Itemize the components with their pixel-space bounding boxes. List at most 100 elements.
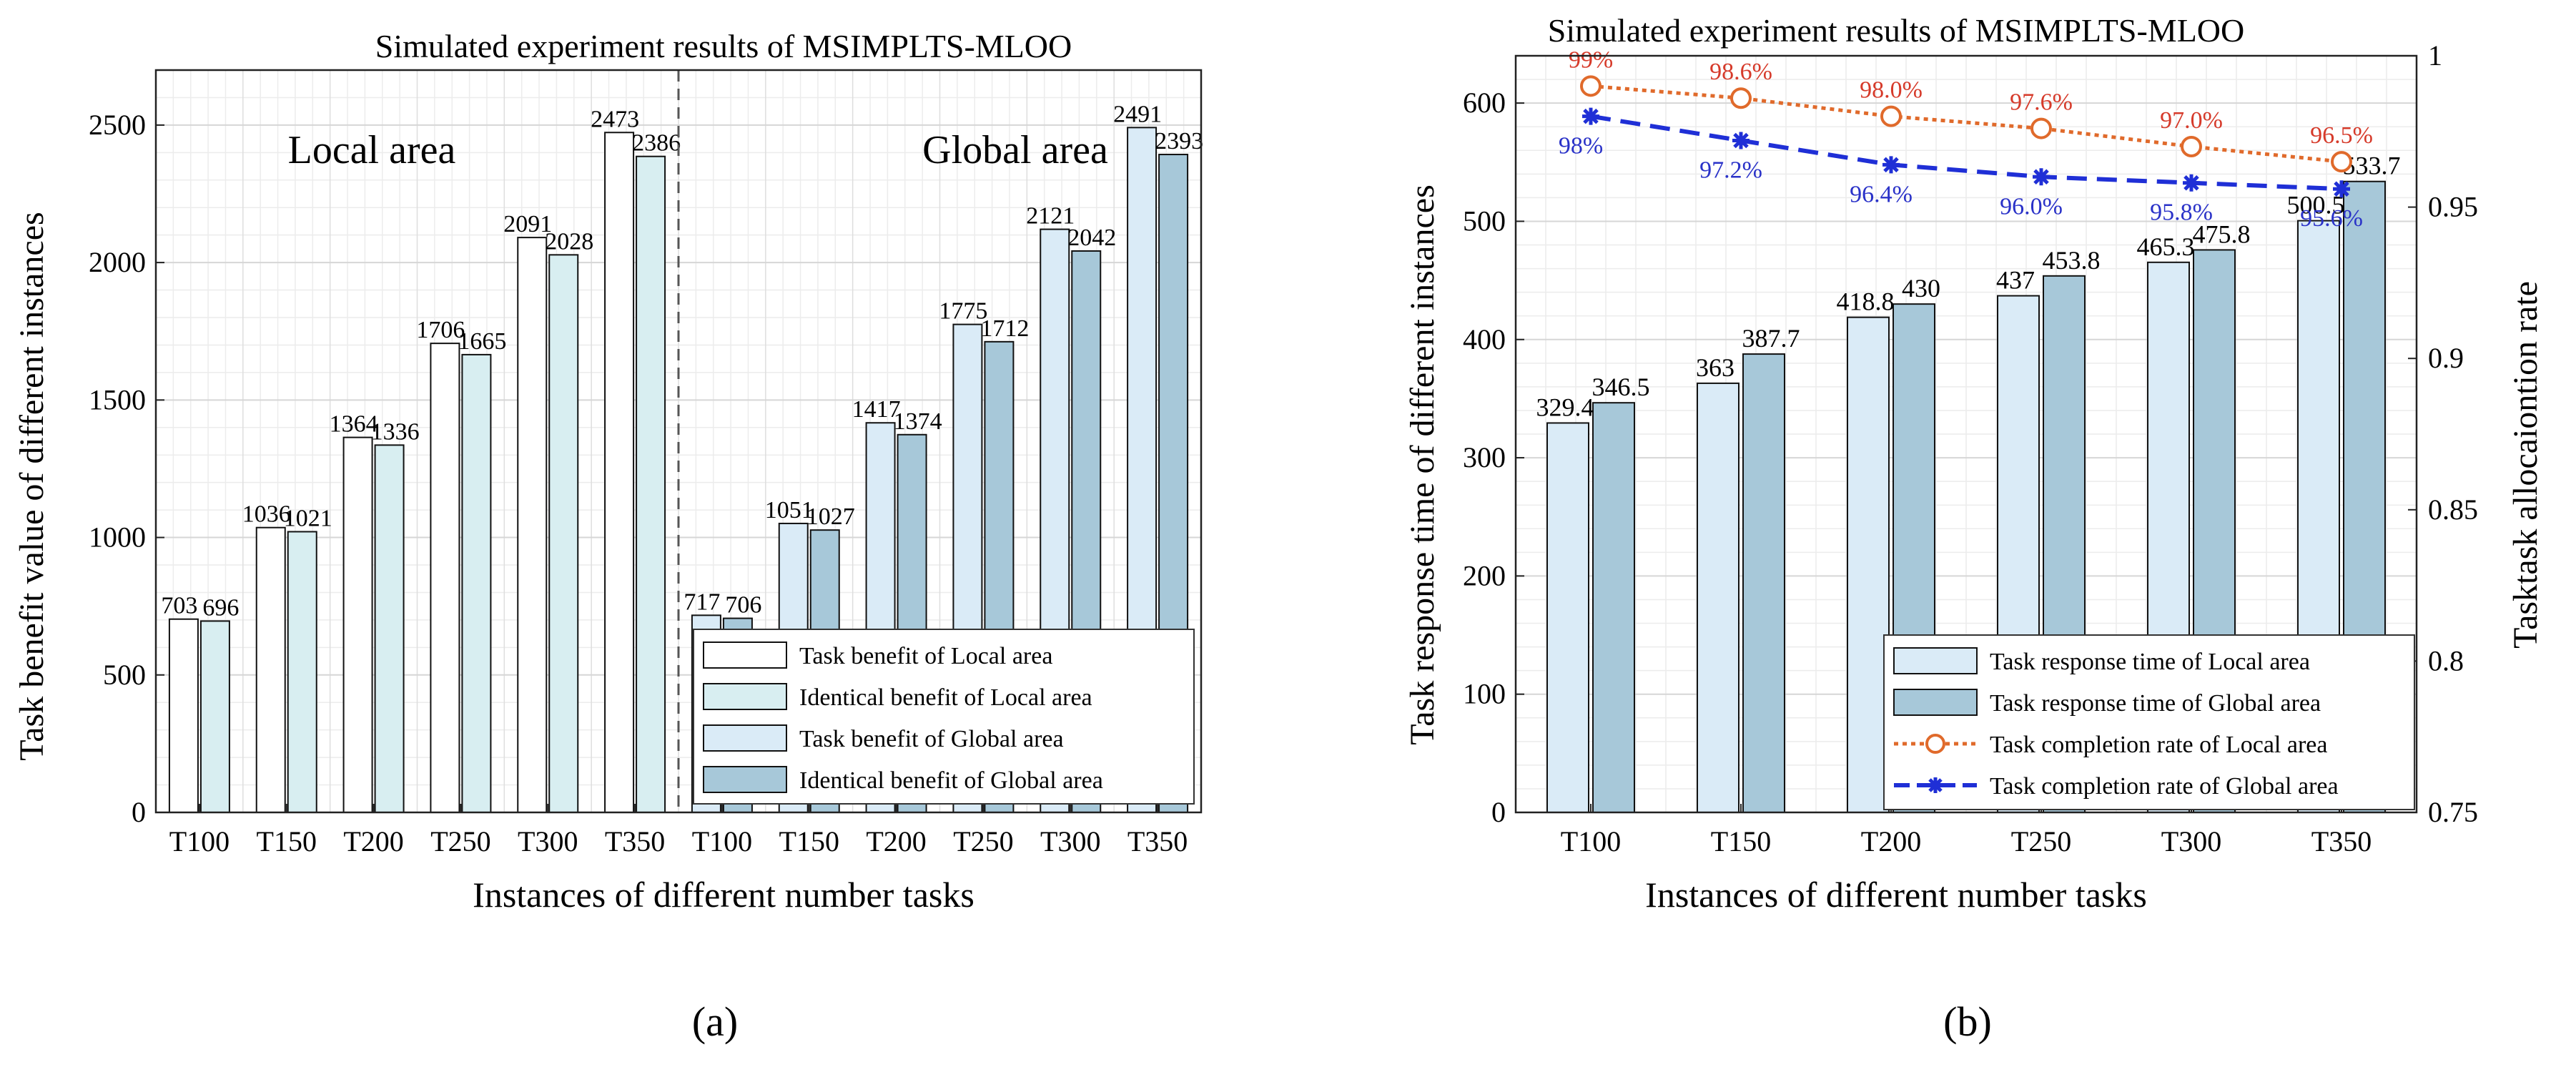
legend-marker	[1925, 734, 1945, 754]
bar	[430, 343, 460, 814]
chart-b-panel-label: (b)	[1943, 998, 1992, 1045]
data-label: 1374	[894, 408, 942, 435]
data-label: 1417	[852, 396, 901, 423]
legend-swatch	[703, 641, 787, 669]
bar	[517, 237, 548, 814]
bar	[548, 254, 579, 813]
y-tick-label: 0	[1491, 796, 1506, 828]
line-marker	[1582, 107, 1599, 125]
data-label: 418.8	[1837, 287, 1895, 316]
bar	[636, 155, 666, 813]
x-tick-label: T200	[866, 825, 926, 857]
data-label: 453.8	[2043, 246, 2101, 275]
line-marker	[1880, 105, 1902, 127]
y-tick-label: 1500	[89, 383, 146, 416]
data-label: 1706	[416, 317, 465, 343]
legend-swatch	[1893, 689, 1978, 716]
data-label: 437	[1996, 266, 2035, 295]
line-marker	[2033, 168, 2050, 186]
data-label: 2473	[591, 106, 639, 132]
legend-swatch	[1893, 647, 1978, 674]
y2-tick-label: 0.75	[2428, 796, 2478, 828]
data-label: 2091	[503, 211, 552, 237]
bar	[1742, 353, 1785, 813]
data-label: 387.7	[1742, 324, 1800, 353]
data-label: 2121	[1026, 203, 1075, 230]
data-label: 706	[725, 592, 761, 619]
legend-label: Task response time of Local area	[1990, 649, 2310, 675]
line-marker	[1580, 75, 1602, 97]
data-label: 430	[1902, 274, 1940, 303]
x-tick-label: T100	[169, 825, 230, 857]
data-label: 2491	[1113, 101, 1162, 127]
chart-a-title: Simulated experiment results of MSIMPLTS…	[375, 28, 1072, 64]
line-data-label: 96.4%	[1850, 181, 1913, 207]
bar	[199, 620, 230, 814]
bar	[255, 526, 286, 814]
y-tick-label: 500	[1463, 205, 1506, 237]
y-tick-label: 1000	[89, 521, 146, 554]
bar	[1592, 402, 1635, 813]
line-data-label: 95.8%	[2150, 200, 2213, 226]
legend-label: Identical benefit of Local area	[799, 684, 1092, 711]
legend-label: Task response time of Global area	[1990, 690, 2321, 717]
line-marker	[1882, 156, 1900, 174]
line-data-label: 98.6%	[1709, 59, 1772, 85]
x-tick-label: T100	[1561, 825, 1621, 857]
chart-a-region-label-local: Local area	[288, 128, 456, 172]
x-tick-label: T250	[953, 825, 1013, 857]
bar	[1847, 316, 1890, 813]
legend-label: Task completion rate of Local area	[1990, 732, 2327, 758]
data-label: 329.4	[1536, 393, 1594, 421]
legend-swatch	[703, 683, 787, 710]
y2-tick-label: 0.8	[2428, 644, 2464, 677]
y2-tick-label: 0.85	[2428, 493, 2478, 526]
line-data-label: 97.2%	[1699, 157, 1762, 183]
line-marker	[2183, 174, 2200, 192]
data-label: 1021	[284, 505, 332, 531]
chart-panel-b: Simulated experiment results of MSIMPLTS…	[1403, 12, 2545, 1045]
data-label: 1364	[330, 411, 378, 438]
data-label: 363	[1696, 353, 1734, 382]
chart-a-y-axis-label: Task benefit value of different instance…	[13, 212, 51, 760]
data-label: 2028	[545, 228, 593, 255]
data-label: 1336	[371, 418, 420, 445]
data-label: 475.8	[2193, 220, 2251, 248]
y-tick-label: 600	[1463, 87, 1506, 119]
data-label: 1775	[939, 298, 987, 325]
x-tick-label: T200	[1861, 825, 1921, 857]
data-label: 533.7	[2343, 152, 2401, 180]
y-tick-label: 500	[103, 659, 146, 691]
chart-b-y-axis-label: Task response time of different instance…	[1403, 185, 1441, 745]
y-tick-label: 2000	[89, 246, 146, 278]
y-tick-label: 100	[1463, 678, 1506, 710]
y-tick-label: 2500	[89, 109, 146, 141]
data-label: 2393	[1155, 128, 1203, 154]
line-data-label: 96.5%	[2310, 122, 2373, 149]
line-marker	[1732, 132, 1750, 149]
y2-tick-label: 1	[2428, 39, 2442, 72]
x-tick-label: T150	[257, 825, 317, 857]
line-series	[1590, 114, 2342, 192]
legend-label: Task benefit of Local area	[799, 643, 1052, 669]
data-label: 1051	[765, 497, 814, 523]
line-data-label: 98.0%	[1860, 77, 1923, 104]
chart-a-panel-label: (a)	[692, 998, 738, 1045]
y2-tick-label: 0.9	[2428, 342, 2464, 374]
data-label: 500.5	[2287, 191, 2345, 220]
legend-marker	[1928, 777, 1943, 793]
x-tick-label: T350	[1127, 825, 1188, 857]
line-series	[1590, 84, 2342, 164]
chart-a-x-axis-label: Instances of different number tasks	[473, 875, 974, 915]
y-tick-label: 0	[132, 796, 146, 828]
x-tick-label: T300	[2161, 825, 2221, 857]
data-label: 346.5	[1592, 373, 1650, 401]
chart-panel-a: Simulated experiment results of MSIMPLTS…	[13, 28, 1203, 1045]
data-label: 1665	[458, 328, 506, 355]
chart-b-y2-axis-label: Tasktask allocaiontion rate	[2507, 281, 2545, 649]
data-label: 1036	[242, 501, 291, 528]
data-label: 2042	[1067, 225, 1116, 251]
x-tick-label: T150	[1711, 825, 1771, 857]
line-data-label: 97.6%	[2010, 89, 2073, 116]
